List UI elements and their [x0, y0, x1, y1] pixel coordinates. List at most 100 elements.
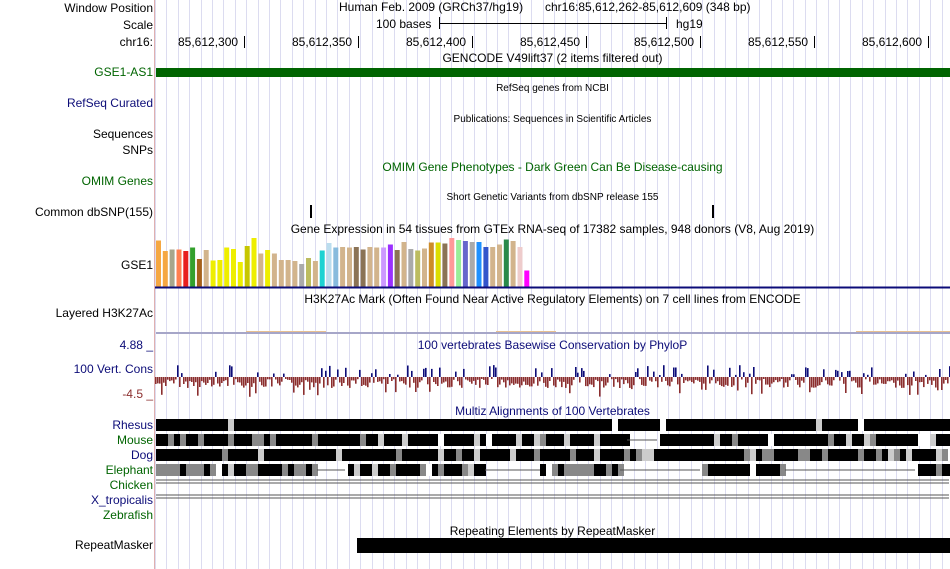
gtex-tissue-bar[interactable] — [401, 242, 407, 287]
gtex-tissue-bar[interactable] — [353, 247, 359, 287]
species-label-zebrafish[interactable]: Zebrafish — [102, 508, 153, 522]
gtex-tissue-bar[interactable] — [156, 240, 161, 288]
phylop-bar — [263, 377, 265, 387]
gtex-tissue-bar[interactable] — [258, 253, 264, 288]
phylop-bar — [791, 374, 793, 377]
phylop-bar — [731, 377, 733, 387]
gencode-gene-feature[interactable] — [156, 68, 950, 77]
gtex-track-label[interactable]: GSE1 — [120, 258, 153, 272]
gtex-tissue-bar[interactable] — [510, 241, 516, 287]
omim-track-label[interactable]: OMIM Genes — [81, 174, 153, 188]
gtex-tissue-bar[interactable] — [497, 244, 502, 288]
species-label-elephant[interactable]: Elephant — [105, 463, 153, 477]
gtex-tissue-bar[interactable] — [483, 247, 489, 287]
phylop-bar — [893, 377, 895, 383]
gtex-tissue-bar[interactable] — [517, 247, 523, 287]
gtex-bar-chart[interactable] — [155, 236, 950, 290]
phylop-bar — [259, 377, 261, 382]
gtex-tissue-bar[interactable] — [312, 261, 318, 287]
gtex-tissue-bar[interactable] — [176, 249, 182, 288]
phylop-bar — [425, 367, 427, 377]
gtex-tissue-bar[interactable] — [162, 251, 168, 287]
gtex-tissue-bar[interactable] — [278, 260, 284, 287]
gtex-tissue-bar[interactable] — [442, 243, 448, 288]
snps-track-label[interactable]: SNPs — [122, 143, 153, 157]
species-label-chicken[interactable]: Chicken — [109, 478, 153, 492]
refseq-track-label[interactable]: RefSeq Curated — [66, 96, 153, 110]
alignment-block — [528, 419, 534, 431]
gtex-tissue-bar[interactable] — [210, 260, 216, 288]
gtex-tissue-bar[interactable] — [203, 250, 209, 287]
species-label-rhesus[interactable]: Rhesus — [112, 418, 153, 432]
h3k27ac-track-label[interactable]: Layered H3K27Ac — [55, 306, 153, 320]
multiz-alignment-blocks[interactable] — [155, 418, 950, 508]
ruler-tick — [586, 36, 587, 48]
gtex-tissue-bar[interactable] — [306, 258, 311, 287]
gtex-tissue-bar[interactable] — [503, 239, 509, 288]
gtex-tissue-bar[interactable] — [319, 250, 325, 288]
gtex-tissue-bar[interactable] — [476, 242, 482, 287]
gtex-tissue-bar[interactable] — [422, 248, 427, 288]
publications-track-label[interactable]: Sequences — [92, 127, 153, 141]
gtex-tissue-bar[interactable] — [415, 250, 421, 288]
gtex-tissue-bar[interactable] — [251, 238, 257, 287]
phylop-bar — [173, 377, 175, 384]
dbsnp-track-label[interactable]: Common dbSNP(155) — [34, 205, 153, 219]
gtex-tissue-bar[interactable] — [299, 264, 305, 287]
grid-line — [702, 0, 703, 569]
species-label-mouse[interactable]: Mouse — [116, 433, 153, 447]
gtex-tissue-bar[interactable] — [490, 247, 496, 287]
phylop-bar — [695, 377, 697, 380]
alignment-block — [852, 419, 858, 431]
gtex-tissue-bar[interactable] — [469, 242, 475, 287]
h3k27ac-signal[interactable] — [156, 331, 950, 334]
alignment-block — [792, 419, 798, 431]
gtex-tissue-bar[interactable] — [462, 241, 468, 287]
gtex-tissue-bar[interactable] — [347, 247, 352, 288]
snp-feature[interactable] — [712, 205, 714, 218]
gtex-tissue-bar[interactable] — [524, 270, 530, 288]
gtex-tissue-bar[interactable] — [265, 250, 271, 287]
repeat-element[interactable] — [357, 538, 950, 553]
gencode-gene-label[interactable]: GSE1-AS1 — [94, 65, 153, 79]
gtex-tissue-bar[interactable] — [449, 238, 455, 287]
gtex-tissue-bar[interactable] — [340, 247, 346, 287]
alignment-block — [900, 419, 906, 431]
gtex-tissue-bar[interactable] — [217, 260, 223, 287]
gtex-tissue-bar[interactable] — [292, 261, 298, 287]
phylop-bar — [593, 377, 595, 388]
gtex-tissue-bar[interactable] — [435, 242, 441, 288]
gtex-tissue-bar[interactable] — [381, 247, 387, 288]
gtex-tissue-bar[interactable] — [326, 243, 332, 287]
alignment-block — [426, 464, 432, 476]
species-label-dog[interactable]: Dog — [130, 448, 153, 462]
gtex-tissue-bar[interactable] — [190, 247, 196, 288]
snp-feature[interactable] — [310, 205, 312, 218]
phylop-track-label[interactable]: 100 Vert. Cons — [73, 362, 153, 376]
gtex-tissue-bar[interactable] — [408, 249, 414, 287]
species-label-xtropicalis[interactable]: X_tropicalis — [90, 493, 153, 507]
repeatmasker-track-label[interactable]: RepeatMasker — [74, 538, 153, 552]
phylop-bar — [929, 377, 931, 381]
gtex-tissue-bar[interactable] — [271, 253, 277, 288]
gtex-tissue-bar[interactable] — [428, 242, 434, 288]
ruler-tick-label: 85,612,450 — [520, 35, 581, 49]
gtex-tissue-bar[interactable] — [231, 249, 236, 287]
gtex-tissue-bar[interactable] — [456, 240, 462, 287]
gtex-tissue-bar[interactable] — [394, 250, 400, 287]
gtex-tissue-bar[interactable] — [374, 247, 380, 288]
gtex-tissue-bar[interactable] — [360, 249, 366, 288]
alignment-block — [240, 464, 246, 476]
gtex-tissue-bar[interactable] — [285, 260, 291, 287]
gtex-tissue-bar[interactable] — [333, 247, 339, 288]
phylop-signal[interactable] — [155, 352, 950, 402]
gtex-tissue-bar[interactable] — [367, 247, 373, 287]
gtex-tissue-bar[interactable] — [183, 251, 189, 287]
gtex-tissue-bar[interactable] — [224, 247, 230, 288]
gtex-tissue-bar[interactable] — [387, 244, 393, 288]
gtex-tissue-bar[interactable] — [237, 262, 243, 287]
alignment-block — [714, 419, 720, 431]
gtex-tissue-bar[interactable] — [244, 246, 250, 287]
gtex-tissue-bar[interactable] — [169, 249, 175, 288]
gtex-tissue-bar[interactable] — [196, 259, 202, 287]
